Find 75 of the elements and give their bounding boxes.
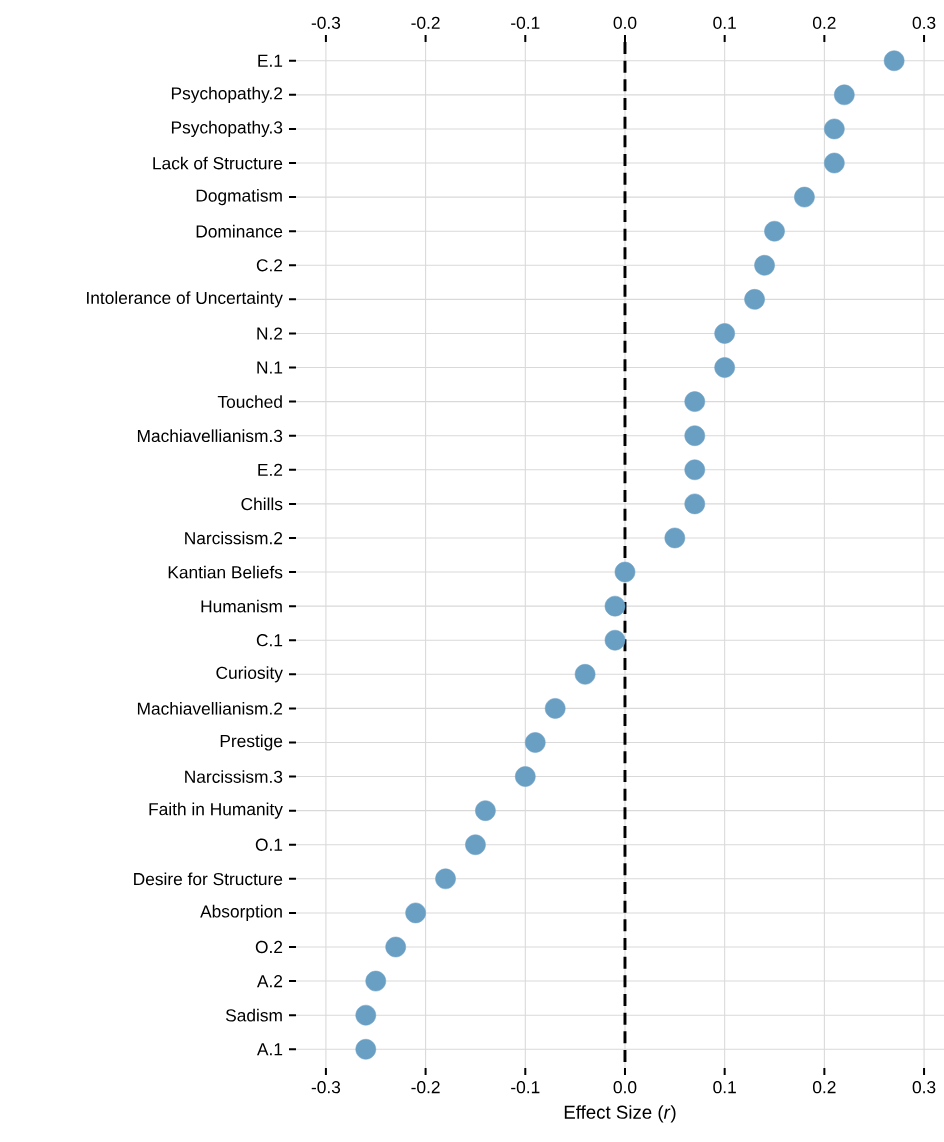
y-tick-label: C.1	[256, 634, 283, 647]
y-tick-label: O.1	[255, 838, 283, 851]
point	[883, 50, 905, 72]
y-tick-label: Intolerance of Uncertainty	[87, 291, 283, 308]
y-tick-label: A.2	[256, 975, 283, 988]
y-tick-label: Absorption	[200, 904, 282, 921]
point	[664, 527, 686, 549]
x2-tick-label: -0.1	[511, 16, 540, 29]
point	[574, 664, 596, 685]
y-tick-label: Desire for Structure	[134, 872, 283, 886]
point	[824, 152, 845, 174]
y-tick-label: E.2	[258, 463, 283, 476]
point	[385, 936, 406, 958]
y-tick-label: Machiavellianism.3	[137, 429, 283, 443]
y-tick-label: Humanism	[201, 599, 282, 613]
y-tick-label: Chills	[241, 497, 283, 511]
point	[614, 561, 636, 583]
y-tick-label: Dominance	[196, 224, 283, 238]
point	[754, 255, 775, 276]
y-tick-label: E.1	[258, 54, 283, 67]
point	[604, 629, 626, 651]
y-tick-label: Touched	[217, 395, 282, 408]
point	[435, 868, 456, 890]
y-tick-label: Narcissism.3	[185, 770, 283, 783]
point	[794, 186, 815, 208]
x-axis-title: Effect Size (r)	[564, 1105, 676, 1123]
point	[365, 970, 387, 992]
point	[714, 323, 735, 344]
y-tick-label: N.1	[257, 361, 283, 374]
y-tick-label: C.2	[256, 259, 283, 272]
y-tick-label: Dogmatism	[196, 189, 282, 206]
point	[604, 595, 626, 617]
point	[355, 1038, 377, 1060]
x-tick-label: 0.3	[912, 1081, 936, 1094]
x2-tick-label: -0.3	[311, 16, 341, 29]
point	[544, 698, 566, 719]
x-tick-label: 0.1	[713, 1081, 736, 1094]
x-tick-label: 0.2	[812, 1081, 836, 1094]
point	[824, 118, 845, 140]
x2-tick-label: 0.1	[713, 16, 736, 29]
y-tick-label: Machiavellianism.2	[137, 702, 283, 715]
x2-tick-label: 0.3	[912, 16, 936, 29]
y-tick-label: Lack of Structure	[153, 156, 283, 170]
y-tick-label: Kantian Beliefs	[168, 565, 283, 579]
y-tick-label: N.2	[257, 327, 283, 340]
y-tick-label: Sadism	[225, 1008, 282, 1022]
point	[684, 493, 706, 515]
y-tick-label: O.2	[255, 940, 283, 954]
point	[684, 425, 706, 446]
point	[465, 834, 486, 856]
point	[524, 732, 546, 753]
point	[405, 902, 426, 924]
x-tick-label: -0.2	[411, 1081, 440, 1094]
y-tick-label: Psychopathy.3	[171, 120, 283, 138]
point	[684, 391, 706, 412]
y-tick-label: Psychopathy.2	[171, 86, 283, 103]
point	[684, 459, 706, 481]
x2-tick-label: 0.2	[812, 16, 836, 29]
y-tick-label: Prestige	[220, 734, 283, 751]
y-tick-label: Faith in Humanity	[149, 802, 283, 819]
point	[744, 289, 765, 310]
x2-tick-label: 0.0	[613, 16, 637, 29]
y-tick-label: A.1	[256, 1043, 283, 1056]
point	[714, 357, 735, 378]
point	[764, 220, 785, 242]
point	[834, 84, 855, 106]
point	[475, 800, 496, 821]
x-tick-label: -0.3	[311, 1081, 341, 1094]
x-tick-label: 0.0	[613, 1081, 637, 1094]
point	[515, 766, 536, 787]
point	[355, 1004, 377, 1026]
x2-tick-label: -0.2	[411, 16, 440, 29]
y-tick-label: Narcissism.2	[185, 531, 283, 545]
y-tick-label: Curiosity	[216, 666, 283, 683]
x-tick-label: -0.1	[511, 1081, 540, 1094]
